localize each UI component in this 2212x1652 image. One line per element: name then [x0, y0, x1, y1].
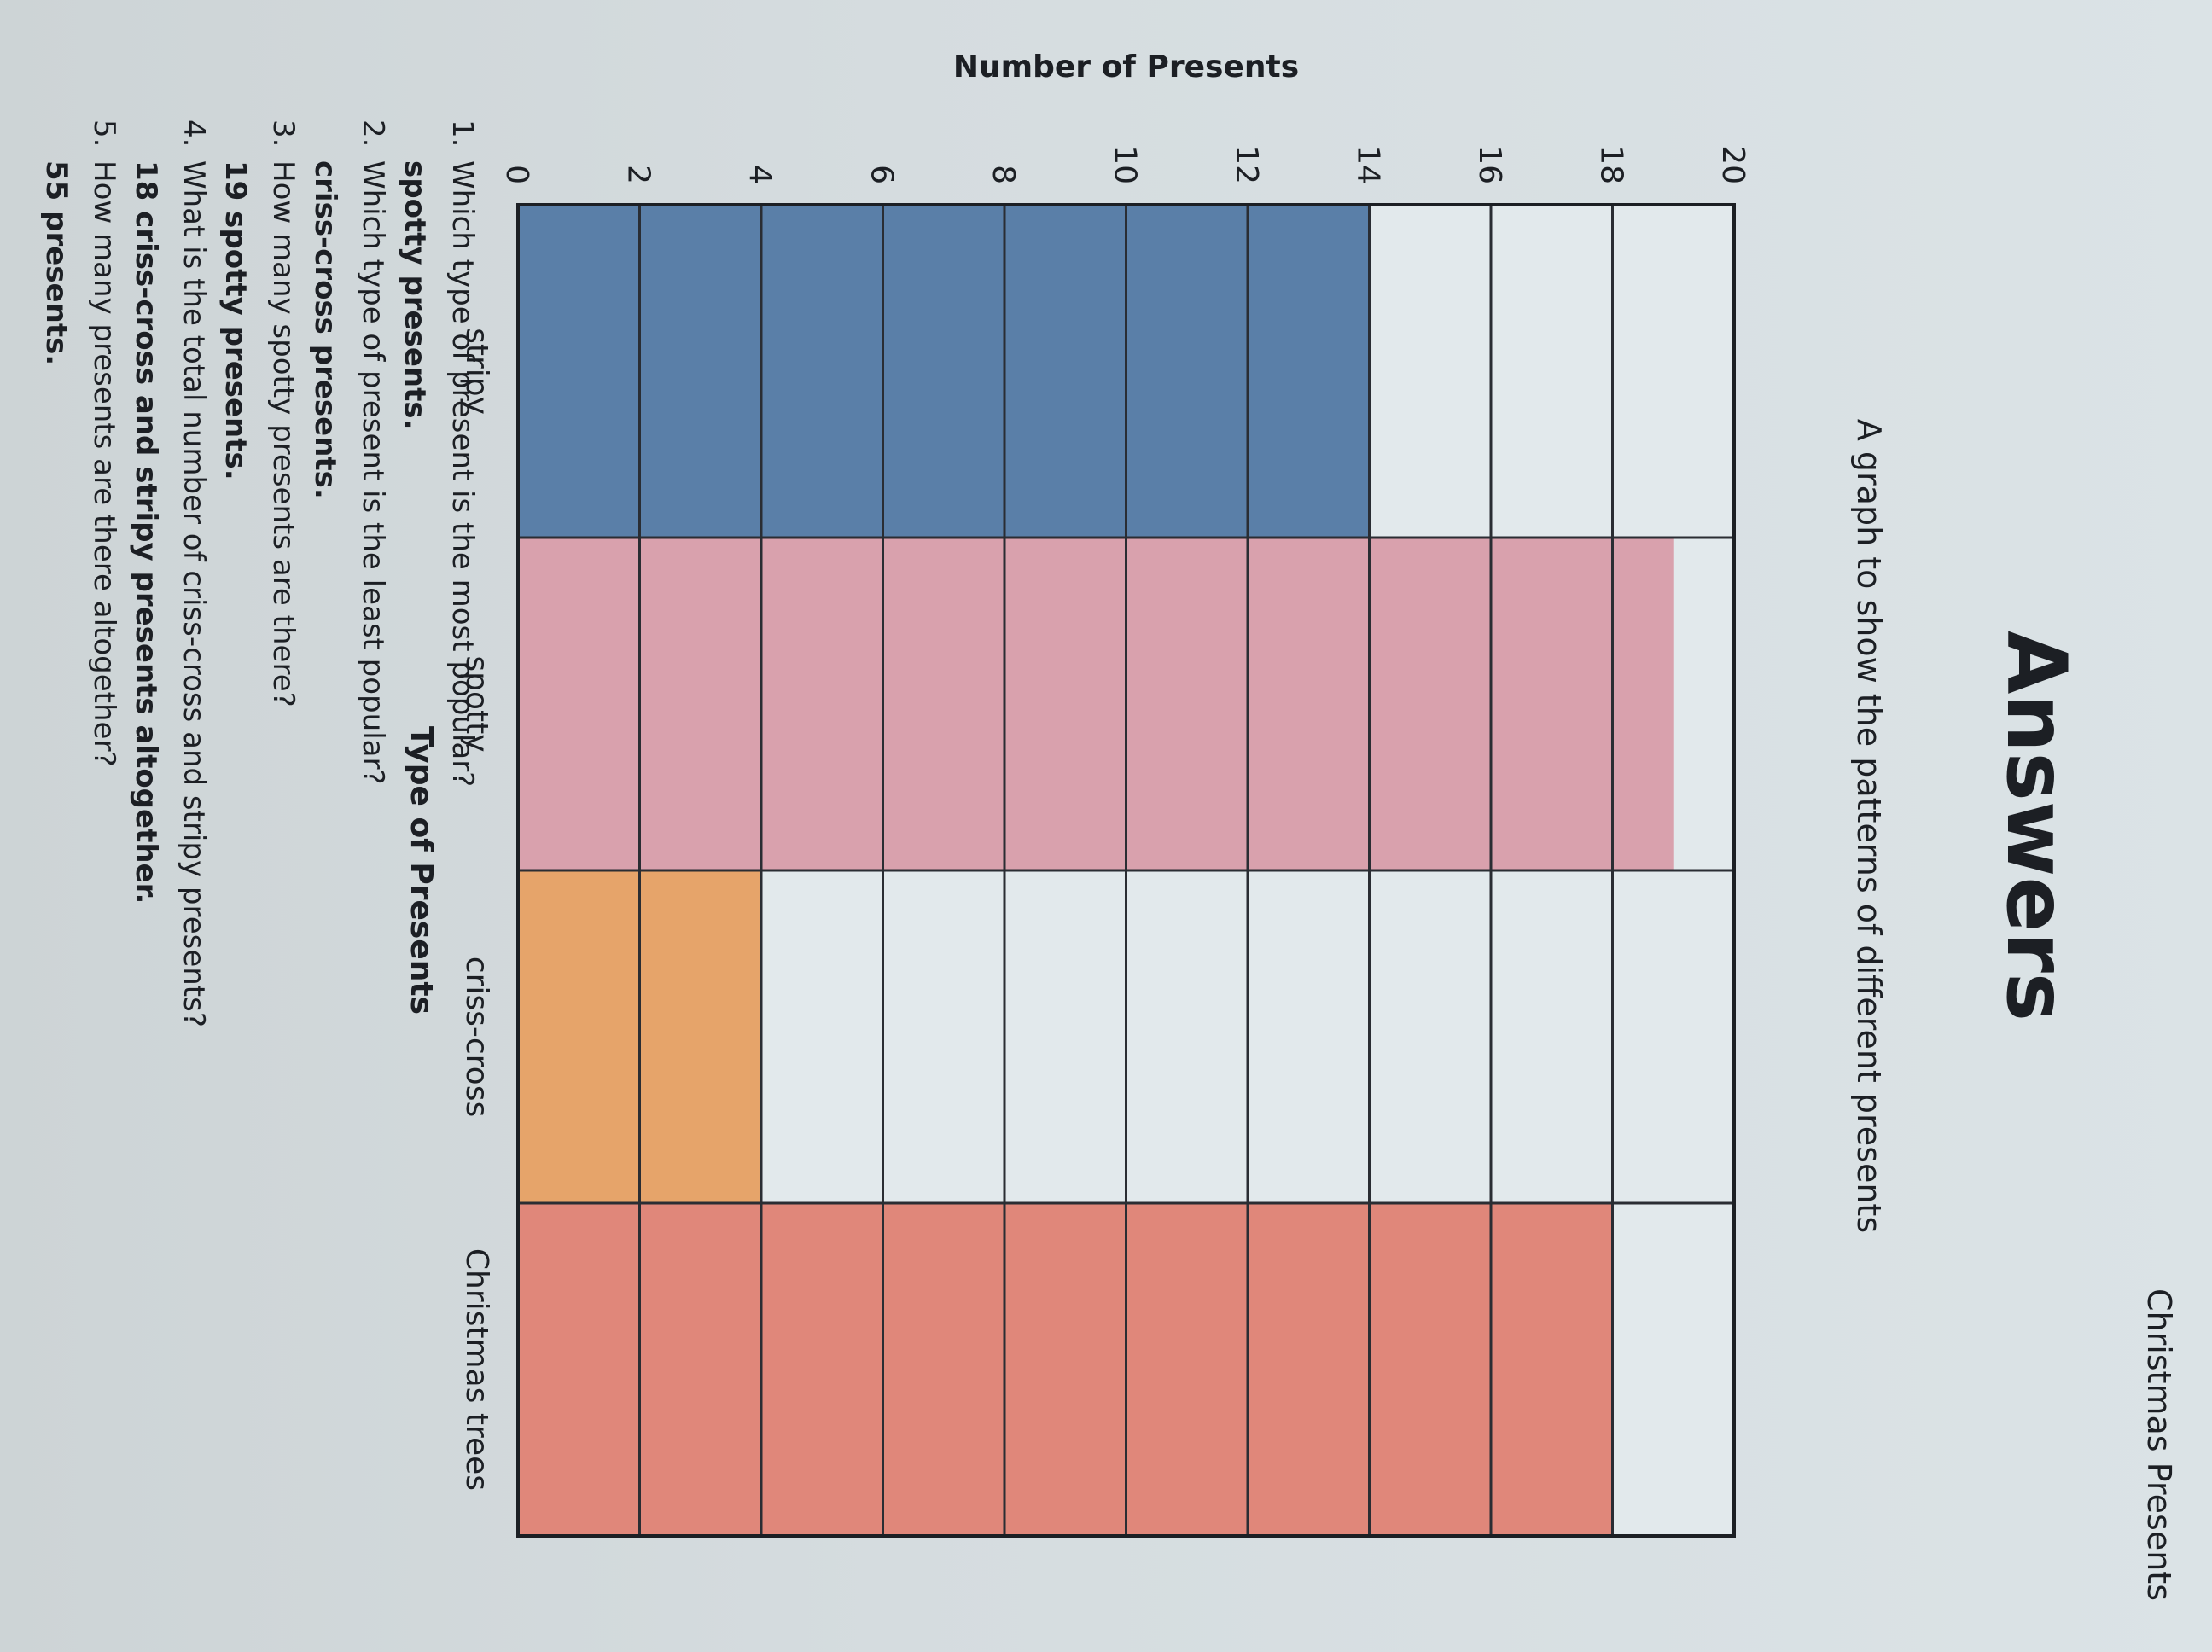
bar-spotty [518, 538, 1674, 870]
y-tick-label: 14 [1351, 145, 1386, 184]
x-axis-title: Type of Presents [404, 726, 439, 1015]
y-tick-label: 0 [499, 165, 534, 184]
y-tick-label: 10 [1108, 145, 1143, 184]
plot-frame [516, 203, 1736, 1538]
x-category-label: spotty [459, 655, 494, 752]
y-tick-label: 12 [1229, 145, 1264, 184]
bar-christmas-trees [518, 1203, 1613, 1536]
x-category-label: stripy [459, 328, 494, 415]
x-category-label: Christmas trees [459, 1248, 494, 1491]
y-tick-label: 16 [1472, 145, 1507, 184]
y-tick-label: 18 [1594, 145, 1629, 184]
y-axis-title: Number of Presents [953, 49, 1299, 84]
y-tick-label: 8 [986, 165, 1021, 184]
bar-stripy [518, 205, 1370, 538]
y-tick-label: 4 [742, 165, 777, 184]
y-tick-label: 6 [864, 165, 899, 184]
y-tick-label: 20 [1715, 145, 1750, 184]
x-category-label: criss-cross [459, 957, 494, 1117]
y-tick-label: 2 [621, 165, 656, 184]
